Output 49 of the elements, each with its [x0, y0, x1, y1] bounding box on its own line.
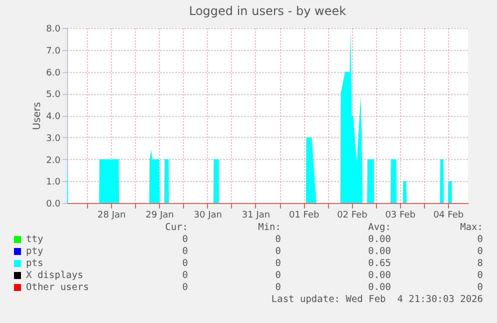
- text: 0: [476, 270, 483, 282]
- text: 0: [274, 258, 281, 270]
- y-tick-label: 3.0: [46, 134, 61, 144]
- text: 0: [181, 270, 188, 282]
- text: 0: [274, 246, 281, 258]
- text: 0: [274, 282, 281, 294]
- y-tick-label: 5.0: [46, 90, 61, 100]
- text: 0: [476, 282, 483, 294]
- chart-title: Logged in users - by week: [188, 4, 346, 18]
- y-tick-label: 8.0: [46, 24, 61, 34]
- legend-label: pts: [26, 258, 44, 270]
- text: 0.00: [367, 270, 391, 282]
- legend-label: Other users: [26, 282, 90, 294]
- legend-label: tty: [26, 234, 44, 246]
- text: 0.65: [367, 258, 391, 270]
- text: 0.00: [367, 282, 391, 294]
- y-tick-label: 2.0: [46, 156, 61, 166]
- x-tick-label: 30 Jan: [194, 210, 222, 220]
- y-tick-label: 0.0: [46, 200, 61, 210]
- text: 0: [181, 258, 188, 270]
- text: Last update: Wed Feb 4 21:30:03 2026: [271, 294, 483, 305]
- x-tick-label: 04 Feb: [433, 210, 464, 220]
- text: Min:: [257, 222, 281, 234]
- text: Avg:: [367, 222, 391, 234]
- y-axis-title: Users: [32, 102, 44, 130]
- text: 0: [476, 234, 483, 246]
- text: 0.00: [367, 234, 391, 246]
- y-tick-label: 1.0: [46, 178, 61, 188]
- x-tick-label: 31 Jan: [242, 210, 270, 220]
- text: 0: [181, 234, 188, 246]
- text: Cur:: [164, 222, 188, 234]
- text: Max:: [459, 222, 483, 234]
- text: 0: [274, 270, 281, 282]
- text: 0: [274, 234, 281, 246]
- x-tick-label: 02 Feb: [337, 210, 368, 220]
- text: 0: [476, 246, 483, 258]
- y-tick-label: 6.0: [46, 68, 61, 78]
- y-tick-label: 4.0: [46, 112, 61, 122]
- x-tick-label: 03 Feb: [385, 210, 416, 220]
- x-tick-label: 28 Jan: [98, 210, 126, 220]
- x-tick-label: 29 Jan: [146, 210, 174, 220]
- text: 0: [181, 282, 188, 294]
- text: 0: [181, 246, 188, 258]
- legend-label: X displays: [26, 270, 84, 282]
- text: 0.00: [367, 246, 391, 258]
- legend-label: pty: [26, 246, 44, 258]
- y-tick-label: 7.0: [46, 46, 61, 56]
- text: 8: [476, 258, 483, 270]
- x-tick-label: 01 Feb: [288, 210, 320, 220]
